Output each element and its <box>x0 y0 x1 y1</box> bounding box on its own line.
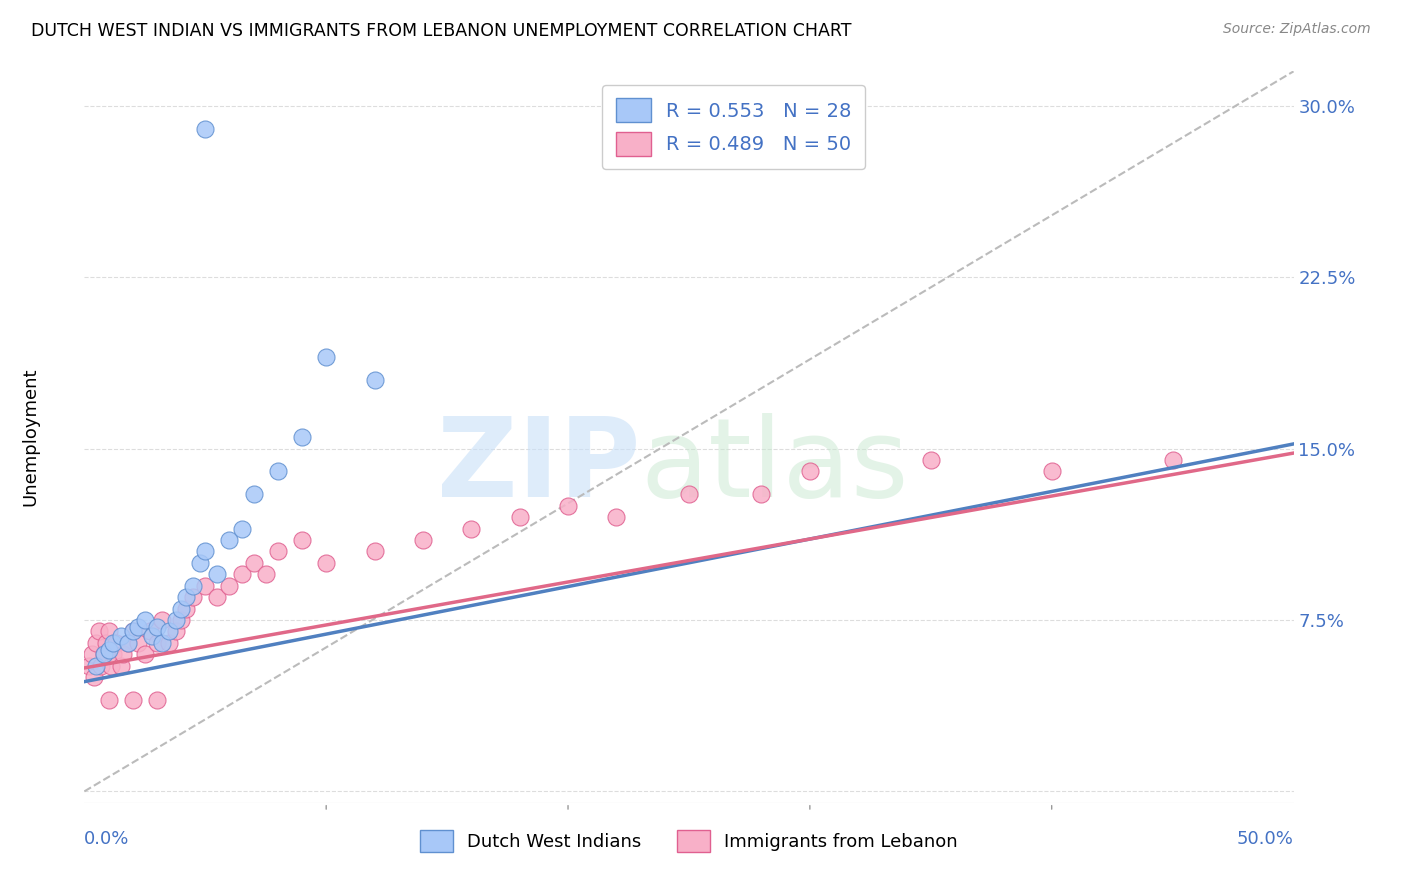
Point <box>146 636 169 650</box>
Point <box>110 629 132 643</box>
Point <box>509 510 531 524</box>
Point <box>104 636 127 650</box>
Point <box>165 624 187 639</box>
Text: Unemployment: Unemployment <box>21 368 39 507</box>
Point <box>557 499 579 513</box>
Point <box>77 658 100 673</box>
Point <box>412 533 434 547</box>
Point <box>121 624 143 639</box>
Point <box>117 636 139 650</box>
Point <box>1040 464 1063 478</box>
Point <box>93 647 115 661</box>
Point <box>363 544 385 558</box>
Point <box>83 670 105 684</box>
Point <box>157 636 180 650</box>
Point <box>90 658 112 673</box>
Point <box>97 693 120 707</box>
Point <box>103 636 125 650</box>
Point <box>97 642 120 657</box>
Point <box>86 636 108 650</box>
Point <box>100 658 122 673</box>
Point <box>93 647 115 661</box>
Point <box>1161 453 1184 467</box>
Point <box>127 620 149 634</box>
Point <box>460 521 482 535</box>
Point <box>315 556 337 570</box>
Point <box>751 487 773 501</box>
Point <box>291 533 314 547</box>
Point <box>207 567 229 582</box>
Point <box>165 613 187 627</box>
Point <box>190 556 212 570</box>
Point <box>150 613 173 627</box>
Point <box>86 658 108 673</box>
Point <box>134 613 156 627</box>
Text: ZIP: ZIP <box>437 413 641 520</box>
Point <box>174 601 197 615</box>
Point <box>141 629 163 643</box>
Point <box>146 693 169 707</box>
Text: Source: ZipAtlas.com: Source: ZipAtlas.com <box>1223 22 1371 37</box>
Point <box>97 624 120 639</box>
Point <box>363 373 385 387</box>
Point <box>134 647 156 661</box>
Point <box>138 624 160 639</box>
Point <box>920 453 942 467</box>
Point <box>605 510 627 524</box>
Point <box>231 521 253 535</box>
Text: DUTCH WEST INDIAN VS IMMIGRANTS FROM LEBANON UNEMPLOYMENT CORRELATION CHART: DUTCH WEST INDIAN VS IMMIGRANTS FROM LEB… <box>31 22 852 40</box>
Point <box>194 544 217 558</box>
Point <box>291 430 314 444</box>
Point <box>315 350 337 364</box>
Point <box>242 556 264 570</box>
Point <box>170 613 193 627</box>
Point <box>121 693 143 707</box>
Point <box>146 620 169 634</box>
Point <box>194 121 217 136</box>
Legend: Dutch West Indians, Immigrants from Lebanon: Dutch West Indians, Immigrants from Leba… <box>413 823 965 860</box>
Point <box>110 658 132 673</box>
Point <box>207 590 229 604</box>
Point <box>181 579 204 593</box>
Text: 50.0%: 50.0% <box>1237 830 1294 848</box>
Point <box>181 590 204 604</box>
Point <box>267 464 290 478</box>
Point <box>117 636 139 650</box>
Point <box>254 567 277 582</box>
Point <box>267 544 290 558</box>
Point <box>103 647 125 661</box>
Point <box>112 647 135 661</box>
Point <box>80 647 103 661</box>
Text: 0.0%: 0.0% <box>84 830 129 848</box>
Point <box>94 636 117 650</box>
Point <box>170 601 193 615</box>
Point <box>231 567 253 582</box>
Point <box>87 624 110 639</box>
Point <box>242 487 264 501</box>
Point <box>174 590 197 604</box>
Point <box>127 636 149 650</box>
Text: atlas: atlas <box>641 413 910 520</box>
Point <box>157 624 180 639</box>
Point <box>194 579 217 593</box>
Point <box>678 487 700 501</box>
Point <box>218 579 240 593</box>
Point <box>150 636 173 650</box>
Point <box>121 624 143 639</box>
Point <box>799 464 821 478</box>
Point <box>218 533 240 547</box>
